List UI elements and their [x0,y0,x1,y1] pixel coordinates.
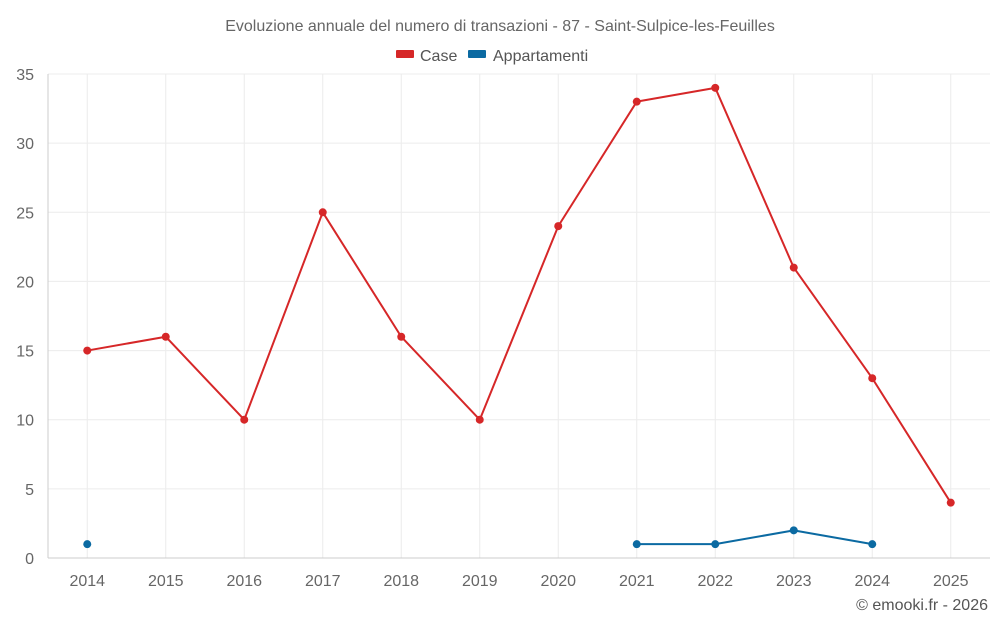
legend-swatch-case [396,50,414,58]
x-tick-label: 2019 [462,573,498,590]
data-point-case[interactable] [240,415,249,424]
y-tick-label: 20 [16,274,34,291]
data-point-case[interactable] [554,222,563,231]
data-point-case[interactable] [83,346,92,355]
x-tick-label: 2021 [619,573,655,590]
series-line-case [87,86,952,504]
x-tick-label: 2016 [226,573,262,590]
y-tick-label: 30 [16,136,34,153]
data-point-case[interactable] [946,498,955,507]
x-tick-label: 2023 [776,573,812,590]
data-point-case[interactable] [161,332,170,341]
legend-label-appartamenti[interactable]: Appartamenti [493,48,588,65]
series-case [83,83,955,507]
x-tick-label: 2024 [854,573,890,590]
y-tick-label: 35 [16,67,34,84]
data-point-case[interactable] [868,374,877,383]
legend: Case Appartamenti [396,48,588,65]
x-tick-label: 2025 [933,573,969,590]
x-gridlines [86,74,952,558]
y-tick-label: 25 [16,205,34,222]
legend-swatch-appartamenti [468,50,486,58]
y-tick-label: 5 [25,482,34,499]
data-point-appartamenti[interactable] [632,540,641,549]
chart-title: Evoluzione annuale del numero di transaz… [225,18,775,35]
data-point-appartamenti[interactable] [789,526,798,535]
data-point-case[interactable] [789,263,798,272]
y-tick-label: 10 [16,413,34,430]
x-tick-label: 2018 [383,573,419,590]
data-point-appartamenti[interactable] [711,540,720,549]
credit-text: © emooki.fr - 2026 [856,597,988,614]
y-gridlines [48,73,990,490]
x-tick-label: 2020 [540,573,576,590]
y-tick-label: 0 [25,551,34,568]
series-line-appartamenti [636,529,873,546]
data-point-case[interactable] [397,332,406,341]
x-tick-label: 2014 [69,573,105,590]
series-appartamenti [83,526,877,549]
data-point-case[interactable] [475,415,484,424]
x-tick-label: 2022 [697,573,733,590]
legend-label-case[interactable]: Case [420,48,457,65]
y-tick-labels: 0 5 10 15 20 25 30 35 [16,67,34,568]
series-group [83,83,955,549]
data-point-appartamenti[interactable] [868,540,877,549]
x-tick-label: 2015 [148,573,184,590]
x-tick-labels: 2014 2015 2016 2017 2018 2019 2020 2021 2022 2023… [69,573,968,590]
data-point-appartamenti[interactable] [83,540,92,549]
data-point-case[interactable] [318,208,327,217]
x-tick-label: 2017 [305,573,341,590]
data-point-case[interactable] [711,83,720,92]
y-tick-label: 15 [16,344,34,361]
data-point-case[interactable] [632,97,641,106]
